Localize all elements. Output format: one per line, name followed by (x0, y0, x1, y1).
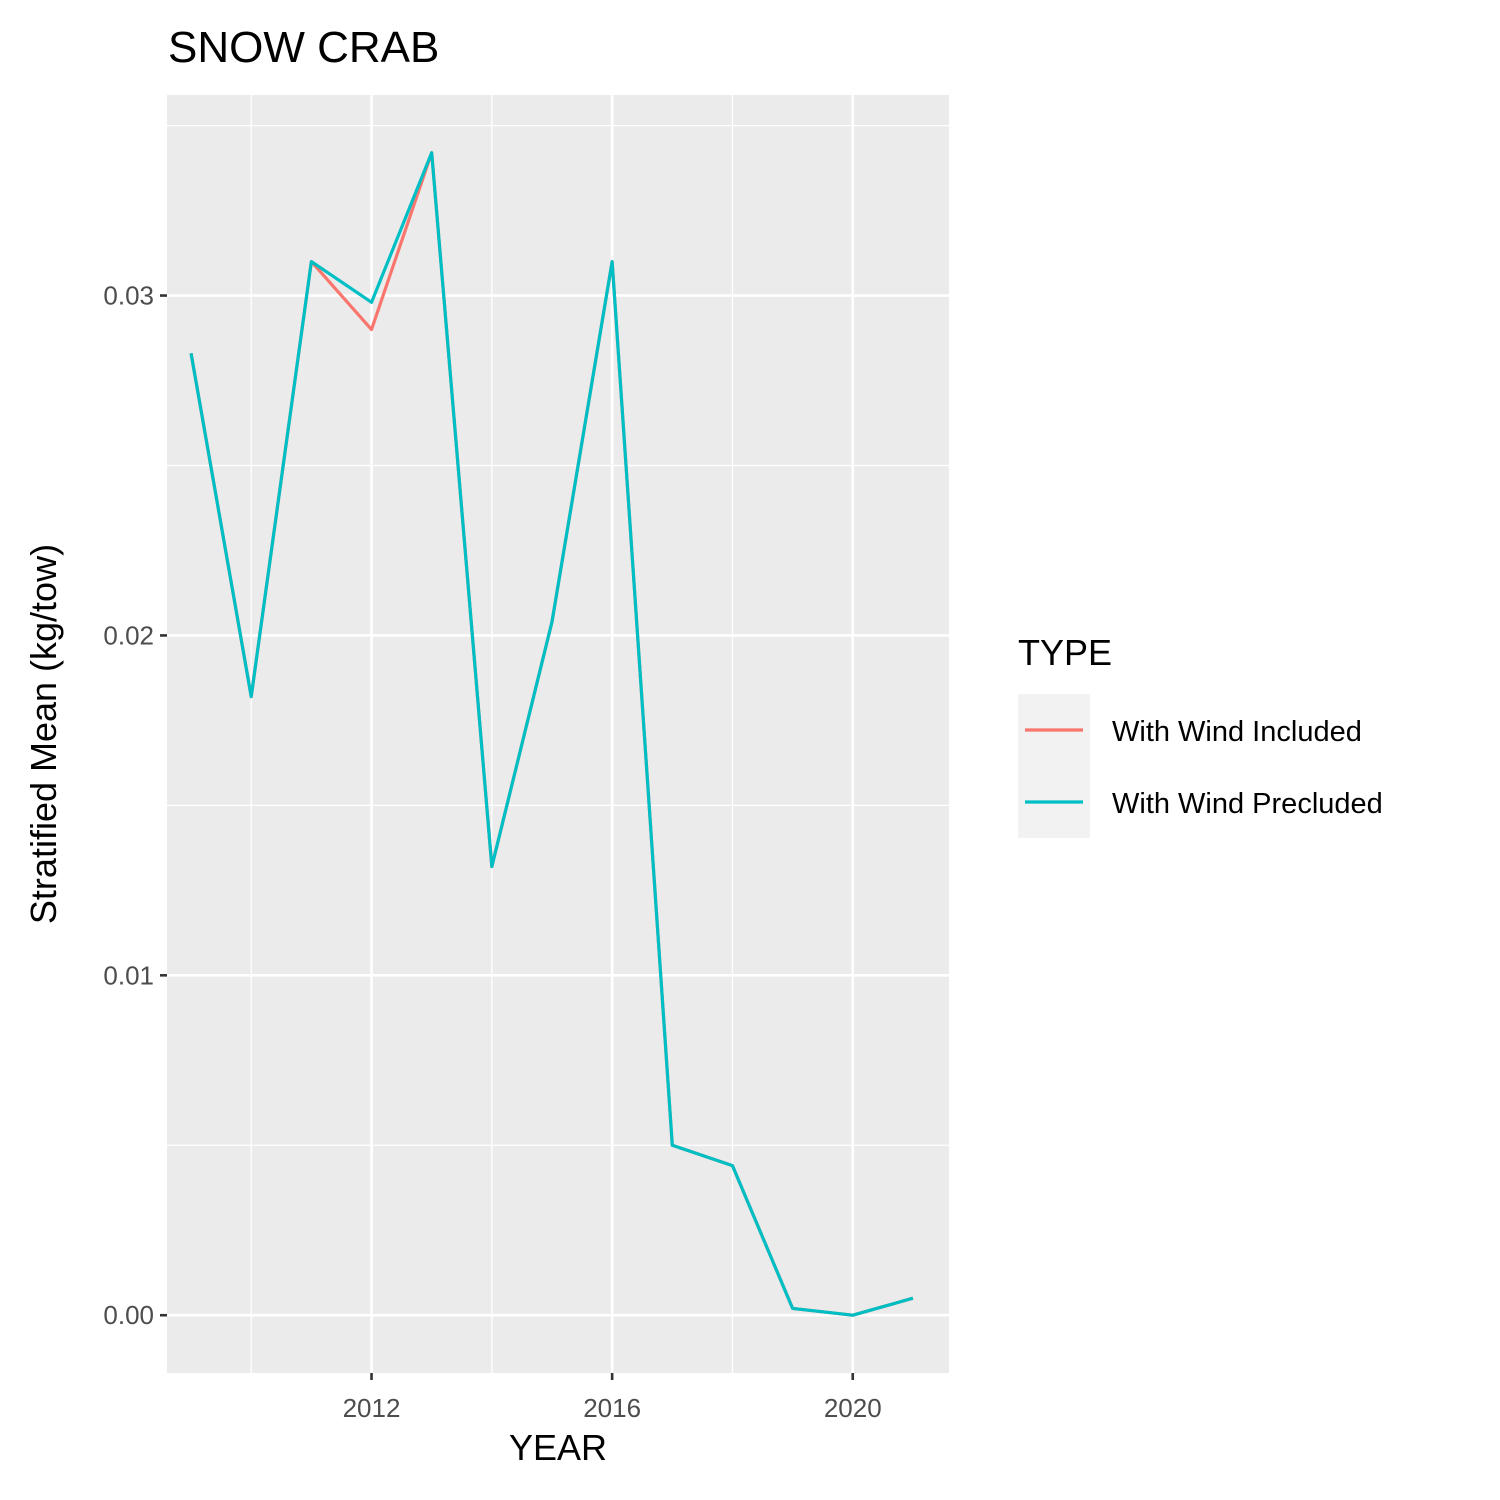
plot-panel (167, 95, 949, 1373)
minor-gridlines (167, 95, 949, 1373)
x-axis: 2012 2016 2020 (343, 1373, 882, 1423)
y-axis-title: Stratified Mean (kg/tow) (23, 544, 64, 924)
y-tick-label: 0.02 (103, 620, 154, 650)
y-tick-label: 0.01 (103, 960, 154, 990)
y-tick-label: 0.03 (103, 281, 154, 311)
legend-label-with-wind-precluded: With Wind Precluded (1112, 788, 1383, 820)
series-line-with-wind-precluded (189, 151, 914, 1317)
y-axis: 0.00 0.01 0.02 0.03 (103, 281, 167, 1330)
x-tick-label: 2020 (824, 1393, 882, 1423)
legend-title: TYPE (1018, 632, 1112, 673)
legend-key-background (1018, 694, 1090, 838)
x-tick-label: 2016 (583, 1393, 641, 1423)
legend-label-with-wind-included: With Wind Included (1112, 716, 1362, 748)
x-tick-label: 2012 (343, 1393, 401, 1423)
legend: TYPE With Wind Included With Wind Preclu… (1018, 632, 1383, 838)
series-lines (189, 151, 914, 1317)
chart-title: SNOW CRAB (168, 23, 439, 72)
x-axis-title: YEAR (509, 1427, 607, 1468)
major-gridlines (167, 95, 949, 1373)
y-tick-label: 0.00 (103, 1300, 154, 1330)
